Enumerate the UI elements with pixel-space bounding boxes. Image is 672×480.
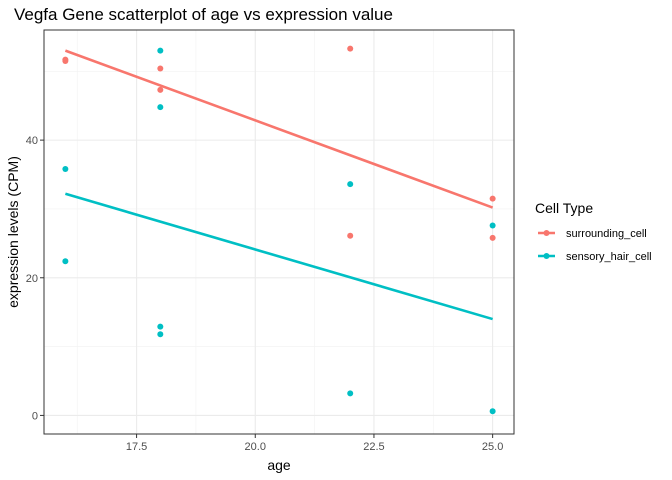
data-point-surrounding-cell bbox=[347, 46, 353, 52]
data-point-sensory-hair-cell bbox=[62, 166, 68, 172]
data-point-sensory-hair-cell bbox=[157, 104, 163, 110]
data-point-surrounding-cell bbox=[157, 66, 163, 72]
data-point-surrounding-cell bbox=[347, 233, 353, 239]
x-tick-label: 22.5 bbox=[363, 441, 384, 453]
chart-title: Vegfa Gene scatterplot of age vs express… bbox=[14, 5, 393, 24]
y-tick-label: 0 bbox=[32, 410, 38, 422]
x-axis-title: age bbox=[267, 457, 291, 473]
data-point-sensory-hair-cell bbox=[347, 390, 353, 396]
data-point-surrounding-cell bbox=[62, 58, 68, 64]
legend-label-surrounding-cell: surrounding_cell bbox=[566, 228, 647, 240]
data-point-sensory-hair-cell bbox=[157, 331, 163, 337]
y-tick-label: 20 bbox=[26, 273, 38, 285]
data-point-sensory-hair-cell bbox=[490, 408, 496, 414]
data-point-sensory-hair-cell bbox=[157, 324, 163, 330]
data-point-sensory-hair-cell bbox=[347, 181, 353, 187]
data-point-surrounding-cell bbox=[490, 196, 496, 202]
legend-key-point-sensory-hair-cell bbox=[544, 253, 550, 259]
x-tick-label: 17.5 bbox=[126, 441, 147, 453]
data-point-sensory-hair-cell bbox=[490, 222, 496, 228]
x-tick-label: 20.0 bbox=[245, 441, 266, 453]
y-tick-label: 40 bbox=[26, 135, 38, 147]
legend-title: Cell Type bbox=[535, 200, 593, 216]
data-point-surrounding-cell bbox=[490, 235, 496, 241]
data-point-sensory-hair-cell bbox=[157, 48, 163, 54]
y-axis-title: expression levels (CPM) bbox=[5, 156, 21, 308]
legend-key-point-surrounding-cell bbox=[544, 230, 550, 236]
data-point-surrounding-cell bbox=[157, 87, 163, 93]
x-tick-label: 25.0 bbox=[482, 441, 503, 453]
legend-label-sensory-hair-cell: sensory_hair_cell bbox=[566, 251, 652, 263]
data-point-sensory-hair-cell bbox=[62, 258, 68, 264]
